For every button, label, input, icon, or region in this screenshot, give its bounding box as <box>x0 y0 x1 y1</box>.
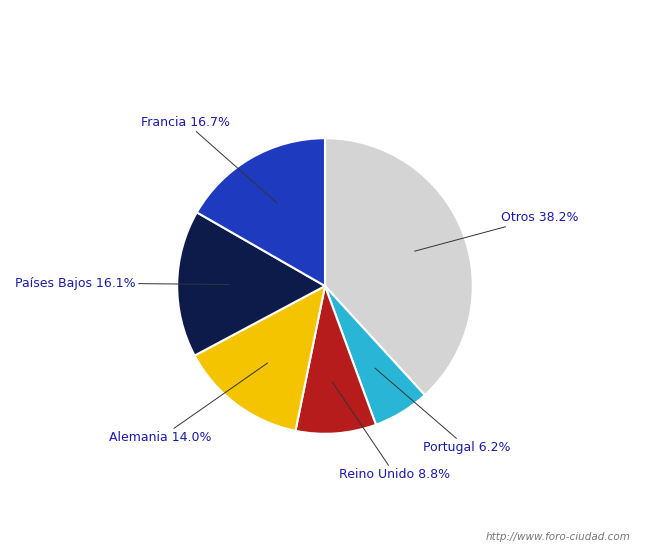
Text: Cangas del Narcea - Turistas extranjeros según país - Agosto de 2024: Cangas del Narcea - Turistas extranjeros… <box>70 14 580 31</box>
Text: http://www.foro-ciudad.com: http://www.foro-ciudad.com <box>486 532 630 542</box>
Wedge shape <box>197 138 325 286</box>
Wedge shape <box>325 286 425 425</box>
Text: Países Bajos 16.1%: Países Bajos 16.1% <box>15 277 229 289</box>
Text: Reino Unido 8.8%: Reino Unido 8.8% <box>332 382 450 481</box>
Wedge shape <box>177 212 325 356</box>
Wedge shape <box>194 286 325 431</box>
Text: Otros 38.2%: Otros 38.2% <box>415 211 579 251</box>
Text: Portugal 6.2%: Portugal 6.2% <box>375 368 511 454</box>
Text: Alemania 14.0%: Alemania 14.0% <box>109 363 268 444</box>
Wedge shape <box>296 286 376 434</box>
Text: Francia 16.7%: Francia 16.7% <box>141 116 277 203</box>
Wedge shape <box>325 138 473 395</box>
